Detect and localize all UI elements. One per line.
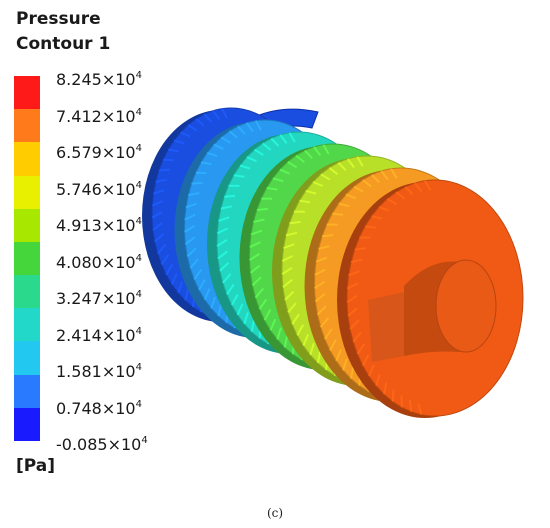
scale-band <box>14 142 40 177</box>
tick-base: ×10 <box>101 106 136 126</box>
tick-exponent: 4 <box>135 289 142 300</box>
scale-band <box>14 175 40 210</box>
scale-band <box>14 241 40 276</box>
blade-edges <box>346 180 432 415</box>
tick-base: ×10 <box>101 70 136 89</box>
tick-mantissa: 7.412 <box>56 106 102 126</box>
tick-mantissa: 1.581 <box>56 362 102 381</box>
legend-title-line2: Contour 1 <box>16 34 111 54</box>
scale-band <box>14 275 40 309</box>
scale-tick-label: 5.746×104 <box>56 177 142 199</box>
scale-band <box>14 76 40 110</box>
tick-mantissa: 2.414 <box>56 325 102 345</box>
scale-band <box>14 109 40 143</box>
tick-mantissa: 6.579 <box>56 143 102 162</box>
tick-base: ×10 <box>101 143 136 162</box>
tick-base: ×10 <box>101 325 136 345</box>
tick-base: ×10 <box>101 216 136 235</box>
tick-mantissa: 4.913 <box>56 216 102 235</box>
tick-base: ×10 <box>107 435 142 454</box>
scale-band <box>14 407 40 442</box>
tick-exponent: 4 <box>135 179 142 191</box>
legend-title-line1: Pressure <box>16 9 101 29</box>
tick-exponent: 4 <box>135 252 142 264</box>
unit-label: [Pa] <box>16 456 56 476</box>
front-vane <box>368 292 404 362</box>
tick-exponent: 4 <box>135 362 142 373</box>
scale-tick-label: 7.412×104 <box>56 104 142 126</box>
tick-base: ×10 <box>101 252 136 272</box>
scale-tick-label: -0.085×104 <box>56 432 148 454</box>
tick-mantissa: 5.746 <box>56 179 102 199</box>
tick-mantissa: 8.245 <box>56 70 102 89</box>
scale-tick-label: 4.080×104 <box>56 250 142 272</box>
scale-tick-label: 8.245×104 <box>56 67 142 89</box>
tick-base: ×10 <box>101 362 136 381</box>
scale-band <box>14 374 40 409</box>
tick-exponent: 4 <box>135 143 142 154</box>
tick-base: ×10 <box>101 179 136 199</box>
tick-mantissa: -0.085 <box>56 435 108 454</box>
scale-band <box>14 308 40 342</box>
scale-tick-label: 6.579×104 <box>56 140 142 162</box>
tick-mantissa: 0.748 <box>56 398 102 418</box>
tick-base: ×10 <box>101 289 136 308</box>
scale-band <box>14 341 40 376</box>
scale-tick-label: 3.247×104 <box>56 286 142 308</box>
scale-tick-label: 1.581×104 <box>56 359 142 381</box>
tick-exponent: 4 <box>135 325 142 337</box>
hub-face <box>435 259 497 353</box>
scale-tick-label: 0.748×104 <box>56 396 142 418</box>
scale-tick-label: 4.913×104 <box>56 213 142 235</box>
tick-exponent: 4 <box>141 435 148 446</box>
scale-tick-label: 2.414×104 <box>56 323 142 345</box>
tick-mantissa: 4.080 <box>56 252 102 272</box>
color-scale-bar <box>14 76 40 442</box>
figure-caption: (c) <box>266 506 284 520</box>
tick-exponent: 4 <box>135 70 142 81</box>
tick-mantissa: 3.247 <box>56 289 102 308</box>
tick-exponent: 4 <box>135 106 142 118</box>
tick-base: ×10 <box>101 398 136 418</box>
tick-exponent: 4 <box>135 398 142 410</box>
scale-band <box>14 208 40 243</box>
tick-exponent: 4 <box>135 216 142 227</box>
